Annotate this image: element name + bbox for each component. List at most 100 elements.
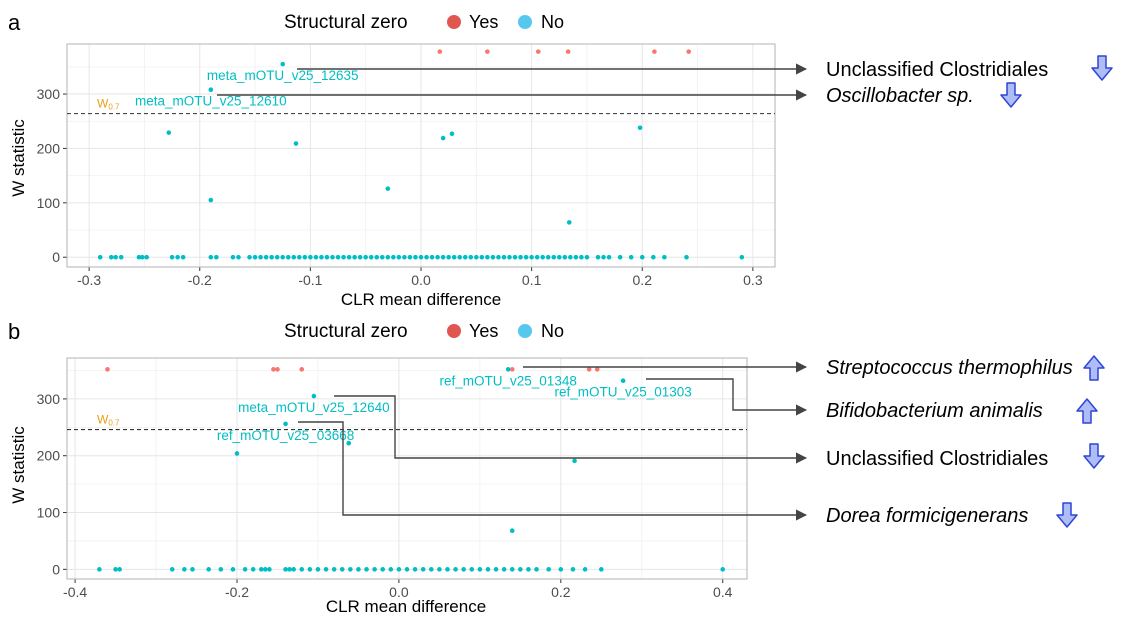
data-point-no [391, 254, 396, 260]
data-point-no [598, 567, 604, 572]
data-point-no [380, 567, 386, 572]
data-point-no [424, 254, 429, 260]
data-point-no [518, 254, 523, 260]
data-point-no [299, 567, 305, 572]
data-point-no [385, 254, 391, 260]
data-point-no [236, 254, 241, 260]
data-point-no [396, 567, 402, 572]
data-point-no [252, 254, 258, 260]
taxon-a-2: Oscillobacter sp. [826, 85, 974, 107]
point-label: ref_mOTU_v25_03668 [217, 428, 354, 443]
data-point-no [485, 567, 491, 572]
data-point-no [175, 254, 180, 260]
x-tick-label: 0.1 [522, 272, 542, 288]
data-point-no [457, 254, 463, 260]
legend-yes-label-b: Yes [469, 321, 498, 341]
legend-a: Structural zero Yes No [284, 12, 564, 33]
data-point-yes [652, 49, 657, 54]
x-tick-label: 0.0 [389, 584, 409, 600]
threshold-label: W0.7 [97, 413, 120, 428]
data-point-no [505, 367, 511, 372]
y-tick-label: 200 [37, 140, 61, 156]
data-point-no [429, 254, 435, 260]
data-point-no [501, 567, 507, 572]
data-point-no [372, 567, 377, 572]
data-point-no [263, 567, 268, 572]
x-tick-label: 0.4 [713, 584, 733, 600]
panel-label-b: b [8, 319, 20, 344]
data-point-no [501, 254, 507, 260]
data-point-no [113, 567, 118, 572]
taxon-b-1: Streptococcus thermophilus [826, 357, 1073, 379]
data-point-no [720, 567, 726, 572]
data-point-no [208, 254, 214, 260]
down-arrow-icon [1000, 82, 1022, 108]
data-point-no [144, 254, 149, 260]
data-point-no [568, 254, 573, 260]
data-point-yes [485, 49, 490, 54]
data-point-yes [105, 367, 110, 372]
legend-no-swatch-b [518, 324, 532, 338]
data-point-no [546, 567, 551, 572]
data-point-no [323, 567, 329, 572]
data-point-no [97, 254, 103, 260]
point-label: meta_mOTU_v25_12640 [238, 400, 390, 415]
data-point-no [348, 567, 353, 572]
data-point-no [461, 567, 466, 572]
data-point-no [479, 254, 485, 260]
data-point-no [182, 567, 187, 572]
data-point-no [250, 567, 256, 572]
data-point-no [562, 254, 568, 260]
data-point-no [230, 254, 236, 260]
data-point-no [214, 254, 219, 260]
data-point-yes [509, 367, 515, 372]
data-point-no [357, 254, 363, 260]
data-point-no [449, 131, 455, 137]
data-point-no [453, 567, 458, 572]
data-point-no [582, 567, 588, 572]
data-point-no [234, 451, 240, 456]
data-point-no [523, 254, 529, 260]
data-point-no [534, 254, 540, 260]
data-point-no [477, 567, 483, 572]
data-point-no [136, 254, 142, 260]
data-point-no [319, 254, 324, 260]
data-point-no [739, 254, 745, 260]
point-label: ref_mOTU_v25_01348 [440, 373, 577, 388]
data-point-no [595, 254, 601, 260]
data-point-no [474, 254, 479, 260]
y-tick-label: 300 [37, 86, 61, 102]
data-point-no [551, 254, 557, 260]
data-point-no [258, 567, 264, 572]
data-point-no [302, 254, 308, 260]
data-point-no [280, 254, 286, 260]
data-point-no [356, 567, 361, 572]
y-tick-label: 0 [52, 561, 60, 577]
data-point-no [230, 567, 236, 572]
y-tick-label: 300 [37, 391, 61, 407]
data-point-no [169, 254, 175, 260]
data-point-no [468, 254, 474, 260]
data-point-no [291, 567, 296, 572]
data-point-no [639, 254, 645, 260]
data-point-no [620, 378, 626, 384]
data-point-no [485, 254, 490, 260]
data-point-no [606, 254, 612, 260]
data-point-no [509, 528, 515, 534]
data-point-no [529, 254, 534, 260]
legend-no-label-a: No [541, 12, 564, 32]
panel-label-a: a [8, 10, 21, 35]
data-point-no [335, 254, 341, 260]
data-point-no [139, 254, 145, 260]
data-point-no [242, 567, 248, 572]
data-point-yes [437, 49, 443, 54]
data-point-no [418, 254, 424, 260]
data-point-no [490, 254, 496, 260]
data-point-no [534, 567, 539, 572]
connector-b-2 [646, 378, 808, 416]
data-point-no [190, 567, 195, 572]
data-point-no [579, 254, 584, 260]
data-point-no [637, 125, 643, 131]
plot-border [66, 357, 748, 580]
data-point-no [617, 254, 623, 260]
